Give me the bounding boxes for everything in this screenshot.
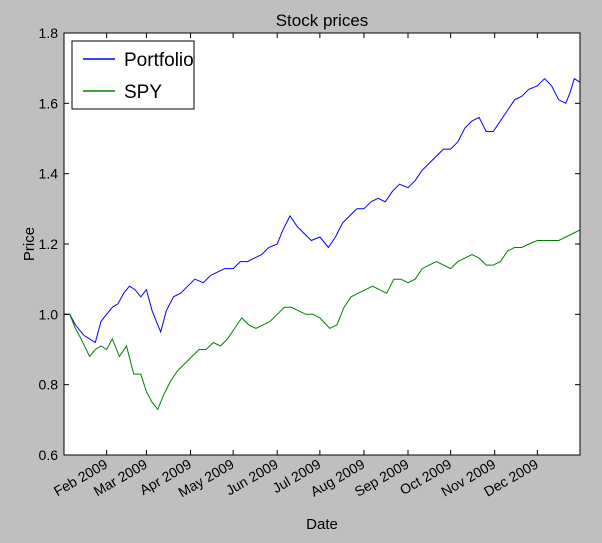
y-tick-label: 1.0	[39, 306, 59, 322]
y-tick-label: 1.2	[39, 236, 59, 252]
y-tick-label: 1.8	[39, 25, 59, 41]
y-axis-ticks: 0.6 0.8 1.0 1.2 1.4 1.6 1.8	[39, 25, 580, 463]
legend-label-spy: SPY	[124, 82, 162, 103]
x-axis-label: Date	[306, 516, 338, 533]
legend: Portfolio SPY	[71, 40, 195, 110]
legend-label-portfolio: Portfolio	[124, 50, 194, 71]
chart-title: Stock prices	[276, 11, 369, 30]
series-line-portfolio	[64, 77, 581, 344]
legend-box	[71, 40, 195, 110]
series-line-spy	[64, 229, 581, 411]
y-tick-label: 0.8	[39, 377, 59, 393]
y-axis-label: Price	[21, 227, 38, 261]
y-tick-label: 0.6	[39, 447, 59, 463]
y-tick-label: 1.4	[39, 166, 59, 182]
data-lines	[64, 77, 581, 411]
y-tick-label: 1.6	[39, 95, 59, 111]
